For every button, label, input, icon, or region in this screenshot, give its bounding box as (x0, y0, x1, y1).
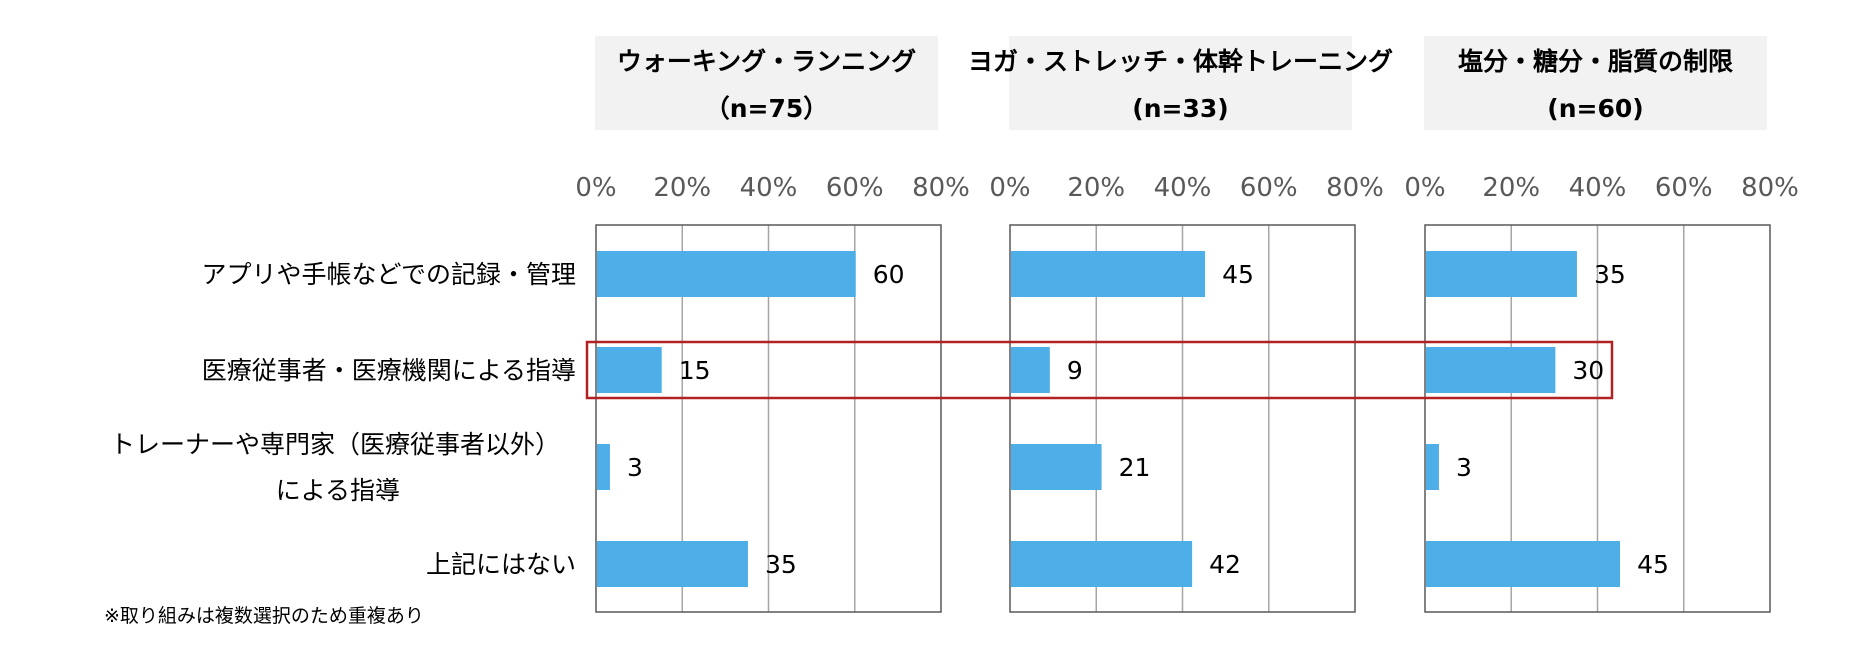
panel-header-box (1424, 36, 1767, 130)
bar (1011, 347, 1050, 393)
data-label: 30 (1572, 356, 1604, 385)
data-label: 15 (679, 356, 711, 385)
panel-title: 塩分・糖分・脂質の制限 (1458, 47, 1733, 76)
panel-title: ヨガ・ストレッチ・体幹トレーニング (968, 47, 1393, 76)
panel-n: (n=60) (1547, 94, 1643, 123)
x-tick-label: 40% (1569, 173, 1627, 203)
category-label: アプリや手帳などでの記録・管理 (201, 260, 576, 289)
bar (1011, 444, 1102, 490)
data-label: 3 (1456, 453, 1472, 482)
panel-header-box (595, 36, 938, 130)
x-tick-label: 0% (989, 173, 1030, 203)
x-tick-label: 0% (1404, 173, 1445, 203)
x-tick-label: 40% (740, 173, 798, 203)
panel-n: （n=75） (705, 94, 829, 123)
category-label: による指導 (276, 476, 400, 505)
x-tick-label: 80% (912, 173, 970, 203)
data-label: 21 (1119, 453, 1151, 482)
footnote: ※取り組みは複数選択のため重複あり (104, 605, 424, 627)
panel-title: ウォーキング・ランニング (617, 47, 916, 76)
panel-n: (n=33) (1132, 94, 1228, 123)
x-tick-label: 0% (575, 173, 616, 203)
x-tick-label: 60% (826, 173, 884, 203)
bar (597, 541, 748, 587)
bar (1426, 541, 1621, 587)
data-label: 9 (1067, 356, 1083, 385)
x-tick-label: 20% (1067, 173, 1125, 203)
x-tick-label: 80% (1741, 173, 1799, 203)
x-tick-label: 20% (653, 173, 711, 203)
data-label: 45 (1222, 260, 1254, 289)
panel-header-box (1009, 36, 1352, 130)
bar (1426, 444, 1439, 490)
category-label: 上記にはない (426, 550, 576, 579)
plot-frame (1424, 224, 1771, 613)
bar (597, 251, 856, 297)
bar (1426, 251, 1577, 297)
panel-1: ウォーキング・ランニング （n=75） 0% 20% 40% 60% 80% 60 15 3 35 (575, 36, 970, 613)
x-tick-label: 80% (1326, 173, 1384, 203)
data-label: 3 (627, 453, 643, 482)
x-tick-label: 60% (1655, 173, 1713, 203)
plot-frame (1009, 224, 1356, 613)
x-tick-label: 20% (1482, 173, 1540, 203)
category-label: トレーナーや専門家（医療従事者以外） (110, 430, 560, 459)
panel-2: ヨガ・ストレッチ・体幹トレーニング (n=33) 0% 20% 40% 60% 80% 45 9… (968, 36, 1393, 613)
data-label: 42 (1209, 550, 1241, 579)
bar (1426, 347, 1556, 393)
bar (597, 347, 662, 393)
x-tick-label: 40% (1154, 173, 1212, 203)
bar (1011, 541, 1193, 587)
bar (597, 444, 610, 490)
panel-3: 塩分・糖分・脂質の制限 (n=60) 0% 20% 40% 60% 80% 35 30 3 45 (1404, 36, 1799, 613)
x-tick-label: 60% (1240, 173, 1298, 203)
bar (1011, 251, 1206, 297)
data-label: 35 (765, 550, 797, 579)
highlight-box (585, 340, 1614, 400)
plot-frame (595, 224, 942, 613)
data-label: 35 (1594, 260, 1626, 289)
category-label: 医療従事者・医療機関による指導 (202, 356, 576, 385)
data-label: 60 (873, 260, 905, 289)
data-label: 45 (1637, 550, 1669, 579)
